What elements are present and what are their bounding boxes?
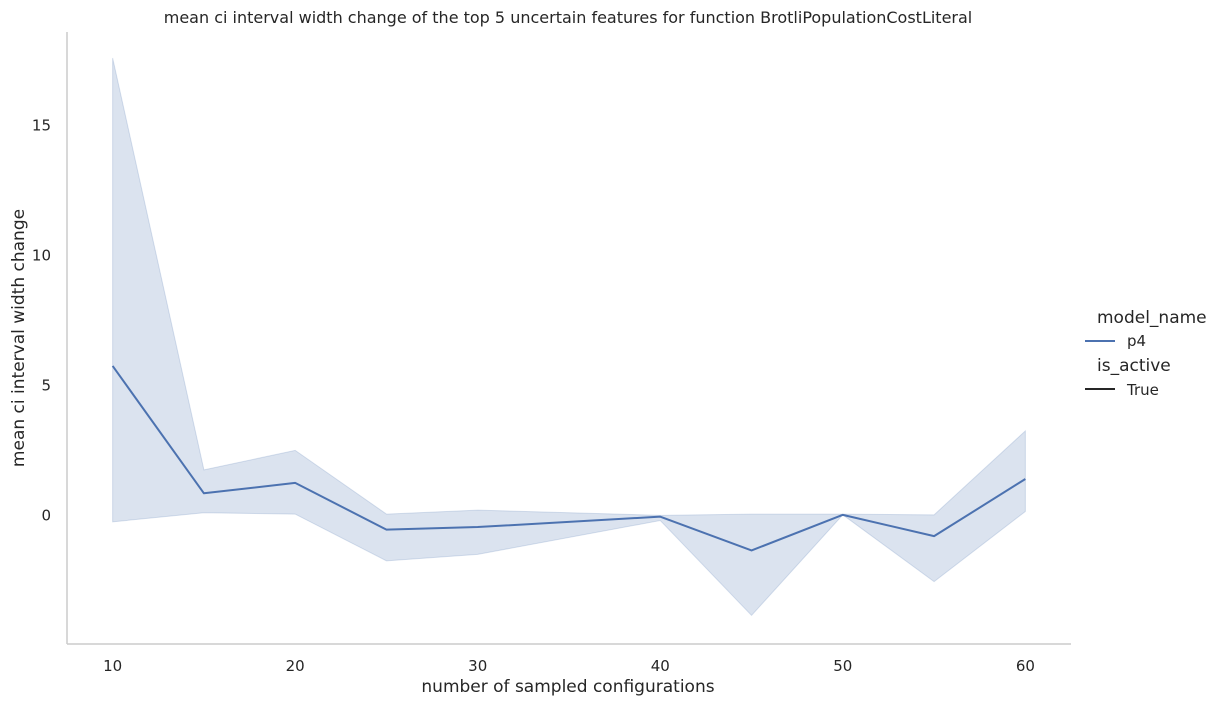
- x-tick-label-50: 50: [833, 657, 852, 675]
- x-axis-title: number of sampled configurations: [421, 677, 714, 697]
- x-tick-label-40: 40: [651, 657, 670, 675]
- series-line-p4: [111, 365, 1026, 552]
- data-point-p4-30: [476, 525, 480, 529]
- data-point-p4-40: [658, 515, 662, 519]
- data-point-p4-45: [750, 548, 754, 552]
- data-point-p4-50: [841, 513, 845, 517]
- series-line-layer: [111, 364, 1027, 552]
- legend-label-p4: p4: [1127, 332, 1146, 350]
- x-tick-label-60: 60: [1016, 657, 1035, 675]
- x-tick-label-10: 10: [103, 657, 122, 675]
- y-tick-label-0: 0: [41, 506, 51, 524]
- data-point-p4-60: [1023, 477, 1027, 481]
- x-tick-label-30: 30: [468, 657, 487, 675]
- data-point-p4-55: [932, 534, 936, 538]
- legend-hue-title: model_name: [1097, 308, 1207, 328]
- y-tick-label-10: 10: [32, 246, 51, 264]
- y-axis-ticks: 0 5 10 15: [32, 117, 51, 525]
- data-point-p4-15: [202, 491, 206, 495]
- y-tick-label-5: 5: [41, 376, 51, 394]
- x-tick-label-20: 20: [286, 657, 305, 675]
- data-point-p4-10: [111, 364, 115, 368]
- x-axis-ticks: 10 20 30 40 50 60: [103, 657, 1035, 675]
- y-axis-title: mean ci interval width change: [9, 209, 29, 467]
- legend: model_name p4 is_active True: [1085, 308, 1207, 399]
- legend-label-true: True: [1126, 381, 1159, 399]
- data-point-p4-25: [384, 528, 388, 532]
- data-point-p4-20: [293, 481, 297, 485]
- plot-area: 10 20 30 40 50 60 0 5 10 15: [32, 32, 1071, 675]
- legend-style-title: is_active: [1097, 356, 1171, 376]
- confidence-band-p4: [112, 57, 1026, 617]
- chart-title: mean ci interval width change of the top…: [164, 8, 973, 27]
- confidence-band-layer: [112, 57, 1026, 617]
- y-tick-label-15: 15: [32, 117, 51, 135]
